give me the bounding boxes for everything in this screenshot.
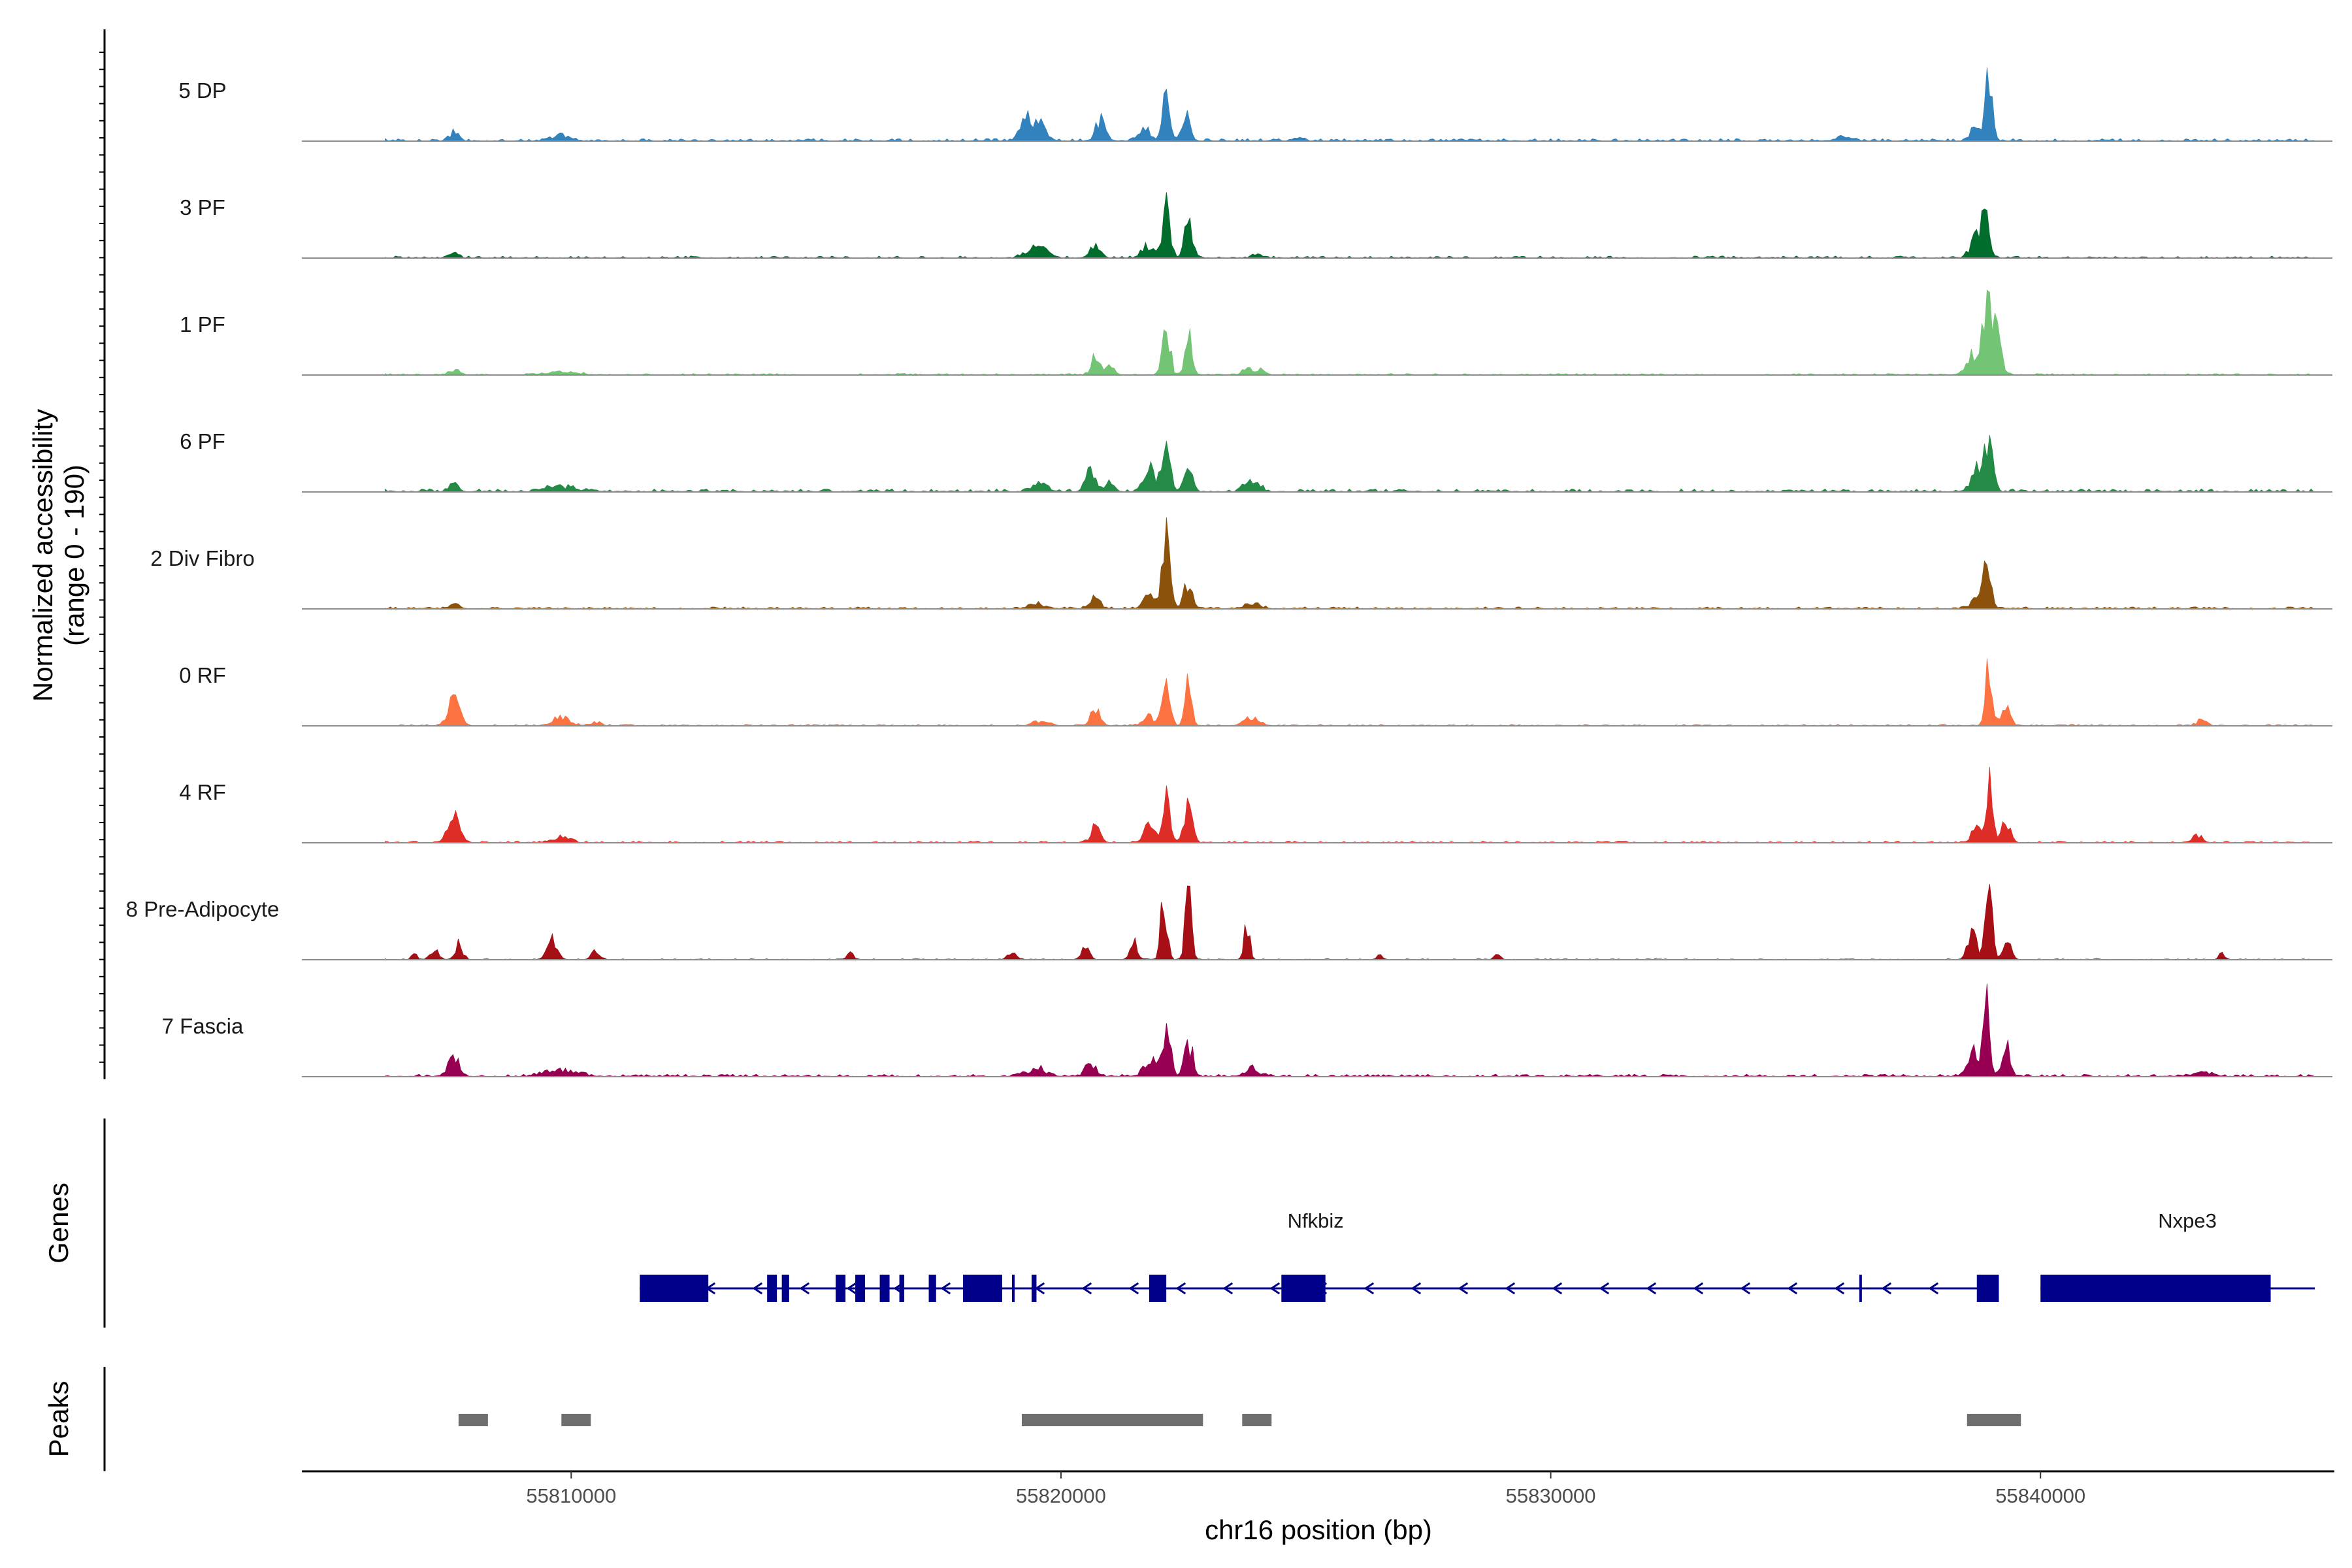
strand-arrow bbox=[1175, 1282, 1186, 1295]
coverage-track: 2 Div Fibro bbox=[150, 517, 2332, 610]
gene-label: Nfkbiz bbox=[1288, 1209, 1344, 1232]
strand-arrow bbox=[799, 1282, 810, 1295]
x-axis-tick-label: 55830000 bbox=[1506, 1484, 1596, 1507]
gene-exon bbox=[879, 1275, 890, 1302]
peak-region bbox=[458, 1414, 488, 1426]
strand-arrow bbox=[1834, 1282, 1845, 1295]
peaks-panel-title: Peaks bbox=[43, 1381, 74, 1458]
gene-label: Nxpe3 bbox=[2158, 1209, 2217, 1232]
track-label: 6 PF bbox=[180, 429, 225, 453]
coverage-track: 7 Fascia bbox=[162, 983, 2332, 1077]
coverage-y-axis-ticks bbox=[99, 52, 105, 1063]
strand-arrow bbox=[1505, 1282, 1516, 1295]
track-label: 1 PF bbox=[180, 312, 225, 336]
gene-exon bbox=[855, 1275, 866, 1302]
strand-arrow bbox=[1881, 1282, 1892, 1295]
peak-region bbox=[561, 1414, 591, 1426]
gene-exon bbox=[963, 1275, 1002, 1302]
track-label: 2 Div Fibro bbox=[150, 546, 255, 570]
coverage-track: 8 Pre-Adipocyte bbox=[126, 884, 2332, 960]
gene-exon bbox=[1859, 1275, 1862, 1302]
strand-arrow bbox=[1552, 1282, 1563, 1295]
track-label: 8 Pre-Adipocyte bbox=[126, 897, 280, 921]
gene-exon bbox=[2040, 1275, 2271, 1302]
x-axis-tick-label: 55840000 bbox=[1995, 1484, 2085, 1507]
coverage-track: 0 RF bbox=[179, 658, 2332, 727]
track-label: 4 RF bbox=[179, 780, 226, 804]
strand-arrow bbox=[1128, 1282, 1139, 1295]
strand-arrow bbox=[940, 1282, 951, 1295]
gene-exon bbox=[640, 1275, 709, 1302]
x-axis-tick-label: 55810000 bbox=[526, 1484, 616, 1507]
strand-arrow bbox=[1599, 1282, 1610, 1295]
gene-exon bbox=[1976, 1275, 1999, 1302]
coverage-track: 3 PF bbox=[180, 192, 2332, 259]
gene-exon bbox=[1281, 1275, 1326, 1302]
gene-exon bbox=[928, 1275, 936, 1302]
strand-arrow bbox=[1269, 1282, 1281, 1295]
strand-arrow bbox=[1081, 1282, 1092, 1295]
peak-region bbox=[1021, 1414, 1203, 1426]
strand-arrow bbox=[1458, 1282, 1469, 1295]
y-axis-title-line2: (range 0 - 190) bbox=[59, 465, 90, 646]
track-label: 7 Fascia bbox=[162, 1014, 244, 1038]
strand-arrow bbox=[1364, 1282, 1375, 1295]
track-label: 5 DP bbox=[178, 78, 226, 103]
strand-arrow bbox=[1787, 1282, 1798, 1295]
strand-arrow bbox=[1740, 1282, 1751, 1295]
gene-exon bbox=[781, 1275, 789, 1302]
gene-model: Nfkbiz bbox=[640, 1209, 1999, 1302]
y-axis-title: Normalized accessibility (range 0 - 190) bbox=[27, 409, 90, 702]
x-axis-ticks: 55810000 55820000 55830000 55840000 bbox=[526, 1471, 2085, 1507]
coverage-tracks: 5 DP 3 PF 1 PF 6 PF 2 Div Fibro 0 RF 4 RF 8 Pre… bbox=[126, 67, 2332, 1077]
gene-exon bbox=[767, 1275, 777, 1302]
track-label: 0 RF bbox=[179, 663, 226, 687]
strand-arrow bbox=[1411, 1282, 1422, 1295]
strand-arrow bbox=[1928, 1282, 1939, 1295]
strand-arrow bbox=[846, 1282, 857, 1295]
peak-region bbox=[1242, 1414, 1272, 1426]
coverage-track: 1 PF bbox=[180, 289, 2332, 376]
gene-exon bbox=[1031, 1275, 1037, 1302]
gene-exon bbox=[836, 1275, 846, 1302]
coverage-area bbox=[385, 434, 2315, 493]
coverage-track: 4 RF bbox=[179, 766, 2332, 843]
strand-arrow bbox=[1693, 1282, 1704, 1295]
coverage-track: 5 DP bbox=[178, 67, 2332, 142]
coverage-track: 6 PF bbox=[180, 429, 2332, 493]
strand-arrow bbox=[1222, 1282, 1233, 1295]
genes-panel-title: Genes bbox=[43, 1183, 74, 1264]
y-axis-title-line1: Normalized accessibility bbox=[27, 409, 58, 702]
peak-region bbox=[1967, 1414, 2021, 1426]
gene-exon bbox=[1011, 1275, 1015, 1302]
gene-model: Nxpe3 bbox=[2040, 1209, 2315, 1302]
strand-arrow bbox=[1646, 1282, 1657, 1295]
strand-arrow bbox=[752, 1282, 763, 1295]
x-axis-tick-label: 55820000 bbox=[1016, 1484, 1106, 1507]
genes-panel: Nfkbiz Nxpe3 bbox=[640, 1209, 2315, 1302]
x-axis-title: chr16 position (bp) bbox=[1205, 1514, 1432, 1545]
gene-exon bbox=[1149, 1275, 1167, 1302]
gene-exon bbox=[899, 1275, 905, 1302]
peaks-panel bbox=[458, 1414, 2021, 1426]
track-label: 3 PF bbox=[180, 195, 225, 220]
